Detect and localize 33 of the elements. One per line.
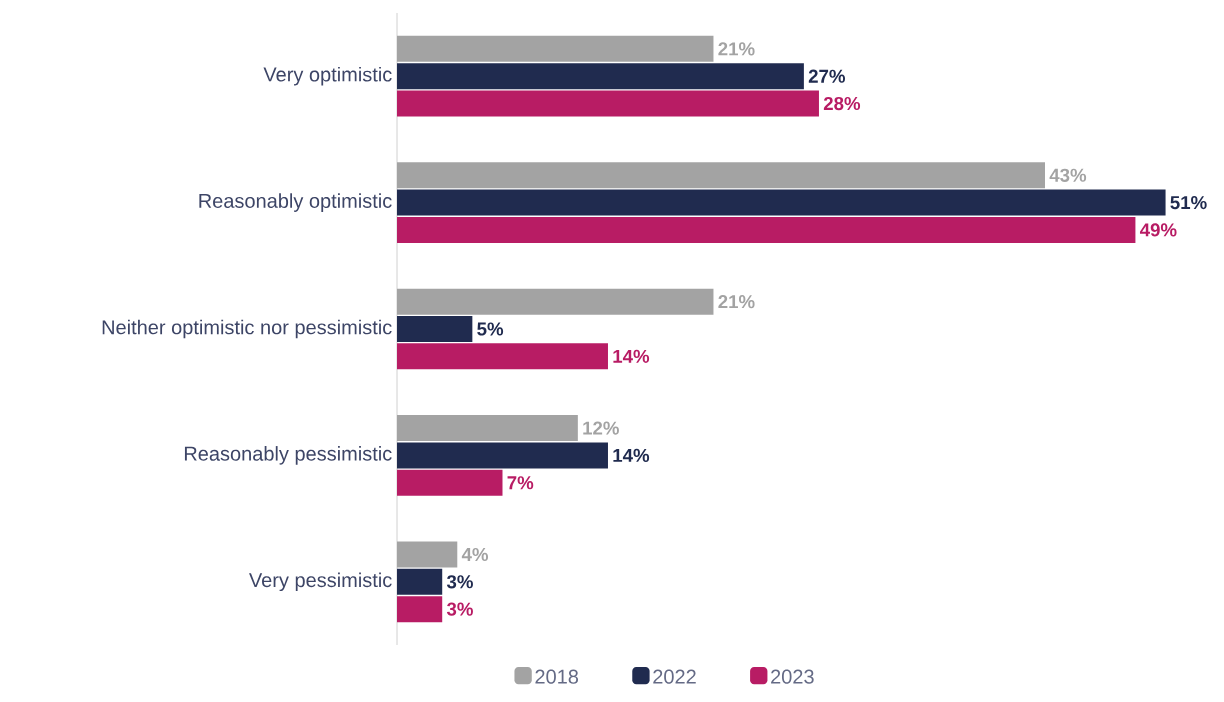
data-label: 27% [808, 69, 846, 83]
y-tick-label: Very optimistic [263, 66, 392, 86]
data-label: 4% [461, 547, 489, 562]
data-label: 3% [446, 602, 473, 616]
bar [397, 469, 503, 496]
data-label: 12% [583, 421, 619, 435]
bar [397, 315, 473, 342]
bar [397, 343, 608, 370]
bar [397, 442, 608, 469]
bar [397, 596, 443, 623]
y-tick-label: Neither optimistic nor pessimistic [102, 319, 392, 339]
y-tick-label: Reasonably optimistic [199, 193, 392, 212]
data-label: 14% [613, 448, 650, 462]
data-label: 51% [1170, 196, 1207, 210]
y-tick-label: Reasonably pessimistic [184, 446, 392, 465]
bar [397, 189, 1166, 216]
bar [397, 216, 1136, 243]
data-label: 3% [446, 575, 473, 589]
y-tick-label: Very pessimistic [249, 572, 392, 592]
bar [397, 63, 804, 90]
legend-label: 2023 [771, 669, 814, 684]
legend-label: 2018 [535, 669, 579, 684]
data-label: 14% [613, 349, 650, 363]
legend-label: 2022 [653, 669, 696, 684]
data-label: 7% [507, 476, 534, 490]
bar [397, 90, 819, 117]
bar [397, 568, 443, 595]
data-label: 5% [477, 322, 504, 336]
data-label: 21% [718, 295, 755, 309]
data-label: 21% [718, 42, 755, 56]
data-label: 28% [823, 96, 861, 111]
data-label: 43% [1049, 168, 1087, 182]
data-label: 49% [1139, 223, 1177, 237]
